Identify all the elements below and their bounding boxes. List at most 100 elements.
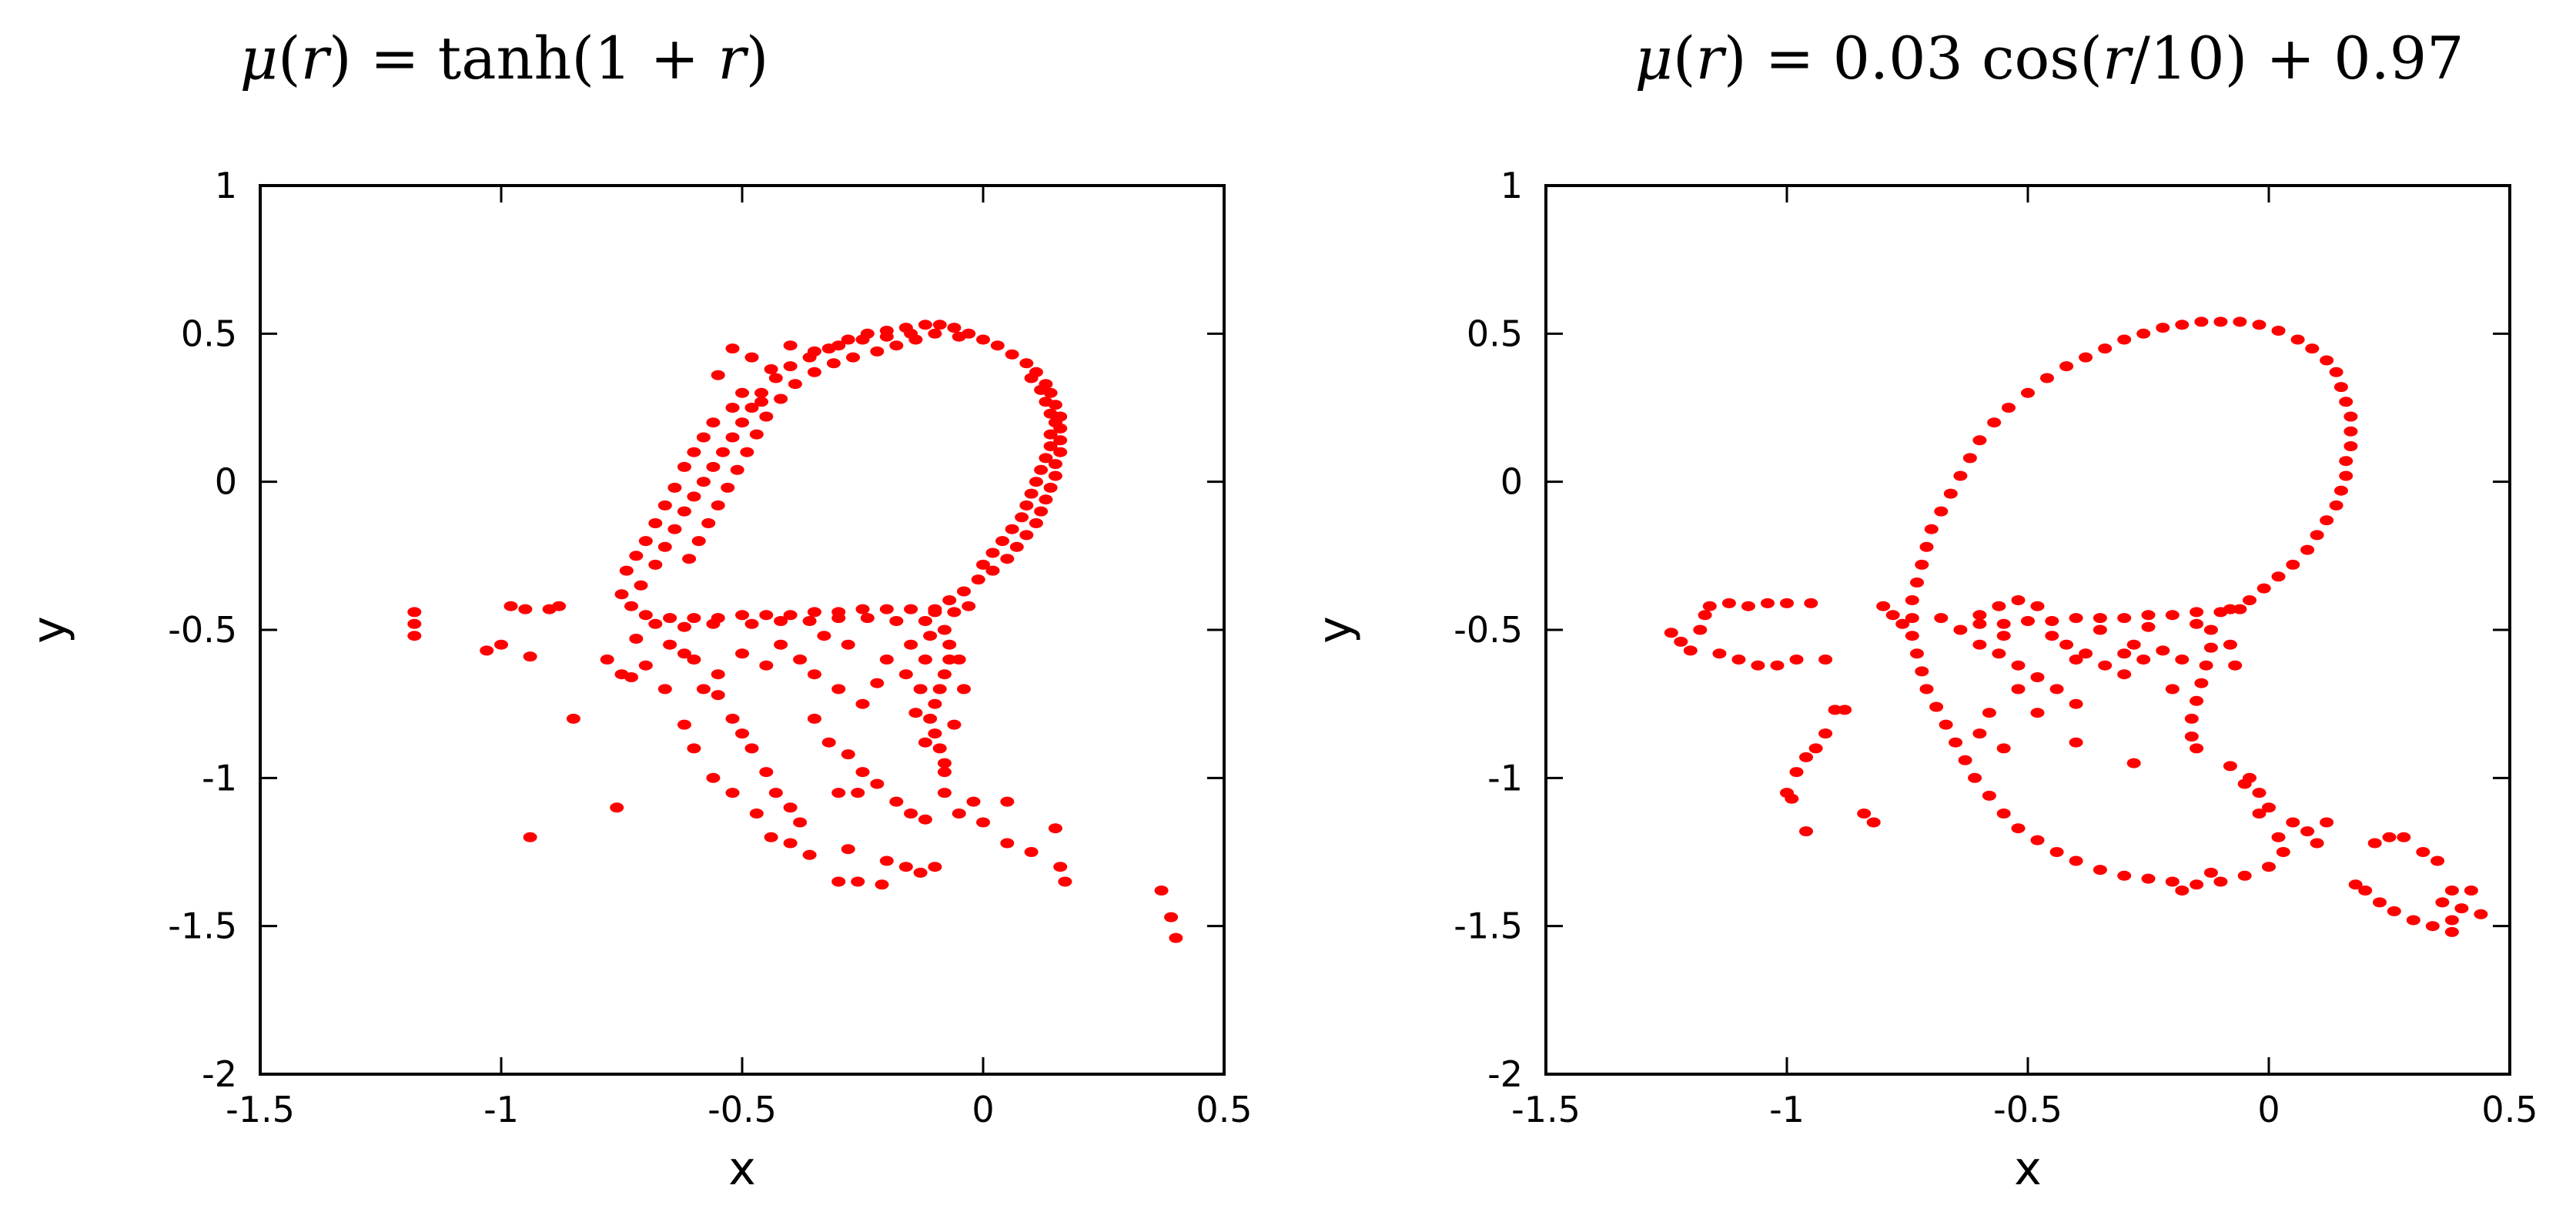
x-tick-label: -1.5 bbox=[226, 1089, 295, 1130]
title-lp: ( bbox=[1673, 24, 1696, 92]
data-point bbox=[696, 432, 711, 443]
data-point bbox=[855, 698, 870, 709]
data-point bbox=[768, 373, 783, 383]
data-point bbox=[1968, 772, 1982, 783]
title-r2: r bbox=[2103, 24, 2134, 92]
title-mu: μ bbox=[1635, 24, 1673, 92]
data-point bbox=[677, 461, 691, 472]
title-r: r bbox=[301, 24, 333, 92]
y-tick-label: -0.5 bbox=[168, 609, 237, 651]
x-axis-label: x bbox=[728, 1142, 756, 1196]
data-point bbox=[480, 645, 494, 656]
data-point bbox=[1996, 631, 2011, 641]
data-point bbox=[1953, 470, 1968, 481]
data-point bbox=[2339, 470, 2354, 481]
data-point bbox=[1934, 613, 1949, 624]
data-point bbox=[841, 334, 855, 345]
data-point bbox=[966, 796, 981, 807]
data-point bbox=[898, 862, 913, 872]
data-point bbox=[696, 477, 711, 487]
title-r: r bbox=[1696, 24, 1728, 92]
data-point bbox=[2199, 660, 2213, 671]
data-point bbox=[1019, 500, 1034, 511]
data-point bbox=[721, 482, 735, 493]
data-point bbox=[2358, 886, 2373, 896]
data-point bbox=[870, 346, 885, 357]
data-point bbox=[735, 648, 749, 659]
data-point bbox=[1058, 876, 1072, 887]
data-point bbox=[831, 340, 846, 351]
data-point bbox=[1000, 838, 1015, 849]
data-point bbox=[2252, 320, 2267, 330]
data-point bbox=[2117, 669, 2132, 680]
data-point bbox=[716, 447, 730, 457]
title-r2: r bbox=[718, 24, 749, 92]
data-point bbox=[1929, 701, 1944, 712]
data-point bbox=[1169, 932, 1183, 943]
data-point bbox=[2030, 708, 2045, 718]
data-point bbox=[2156, 645, 2170, 656]
data-point bbox=[898, 669, 913, 680]
data-point bbox=[1039, 494, 1053, 505]
data-point bbox=[1949, 737, 1963, 748]
data-point bbox=[2011, 823, 2026, 834]
data-point bbox=[1789, 655, 1804, 665]
data-point bbox=[2098, 660, 2113, 671]
data-point bbox=[1043, 429, 1058, 440]
data-point bbox=[687, 491, 701, 502]
y-tick-label: -1.5 bbox=[1454, 906, 1523, 947]
data-point bbox=[759, 610, 774, 621]
data-point bbox=[1910, 578, 1924, 588]
data-point bbox=[725, 788, 740, 799]
data-point bbox=[947, 607, 962, 618]
data-point bbox=[802, 849, 817, 860]
data-point bbox=[1164, 912, 1179, 922]
data-point bbox=[2190, 695, 2204, 706]
data-point bbox=[2030, 601, 2045, 611]
data-point bbox=[855, 767, 870, 778]
panel-left: μ(r) = tanh(1 + r) -1.5 -1 -0.5 0 0.510.50-0… bbox=[22, 24, 1253, 1196]
y-tick-label: 0 bbox=[1500, 461, 1523, 503]
data-point bbox=[523, 651, 537, 662]
data-point bbox=[952, 655, 966, 665]
data-point bbox=[725, 713, 740, 724]
data-point bbox=[957, 684, 971, 695]
data-point bbox=[1972, 435, 1987, 446]
data-point bbox=[725, 343, 740, 354]
data-point bbox=[2117, 648, 2132, 659]
data-point bbox=[793, 655, 808, 665]
data-point bbox=[1029, 477, 1043, 487]
data-point bbox=[566, 713, 580, 724]
data-point bbox=[2333, 485, 2348, 496]
data-point bbox=[904, 809, 918, 819]
data-point bbox=[1731, 655, 1746, 665]
data-point bbox=[2416, 847, 2430, 857]
data-point bbox=[2045, 631, 2059, 641]
data-point bbox=[610, 802, 624, 813]
data-point bbox=[648, 559, 663, 570]
data-point bbox=[657, 500, 672, 511]
data-point bbox=[677, 621, 691, 632]
data-point bbox=[518, 604, 533, 614]
data-point bbox=[1721, 598, 1736, 608]
data-point bbox=[657, 684, 672, 695]
data-point bbox=[2290, 334, 2305, 345]
data-point bbox=[2382, 832, 2397, 842]
data-point bbox=[985, 547, 1000, 558]
data-point bbox=[774, 639, 788, 650]
data-point bbox=[711, 370, 725, 380]
data-point bbox=[807, 713, 821, 724]
data-point bbox=[2175, 655, 2190, 665]
data-point bbox=[1015, 512, 1029, 523]
data-point bbox=[879, 655, 894, 665]
data-point bbox=[711, 690, 725, 701]
data-point bbox=[677, 719, 691, 730]
data-point bbox=[2271, 326, 2286, 336]
data-point bbox=[1982, 790, 1996, 801]
data-point bbox=[2397, 832, 2411, 842]
data-point bbox=[942, 639, 957, 650]
data-point bbox=[932, 684, 947, 695]
chart-title: μ(r) = tanh(1 + r) bbox=[240, 24, 769, 92]
data-point bbox=[2175, 886, 2190, 896]
